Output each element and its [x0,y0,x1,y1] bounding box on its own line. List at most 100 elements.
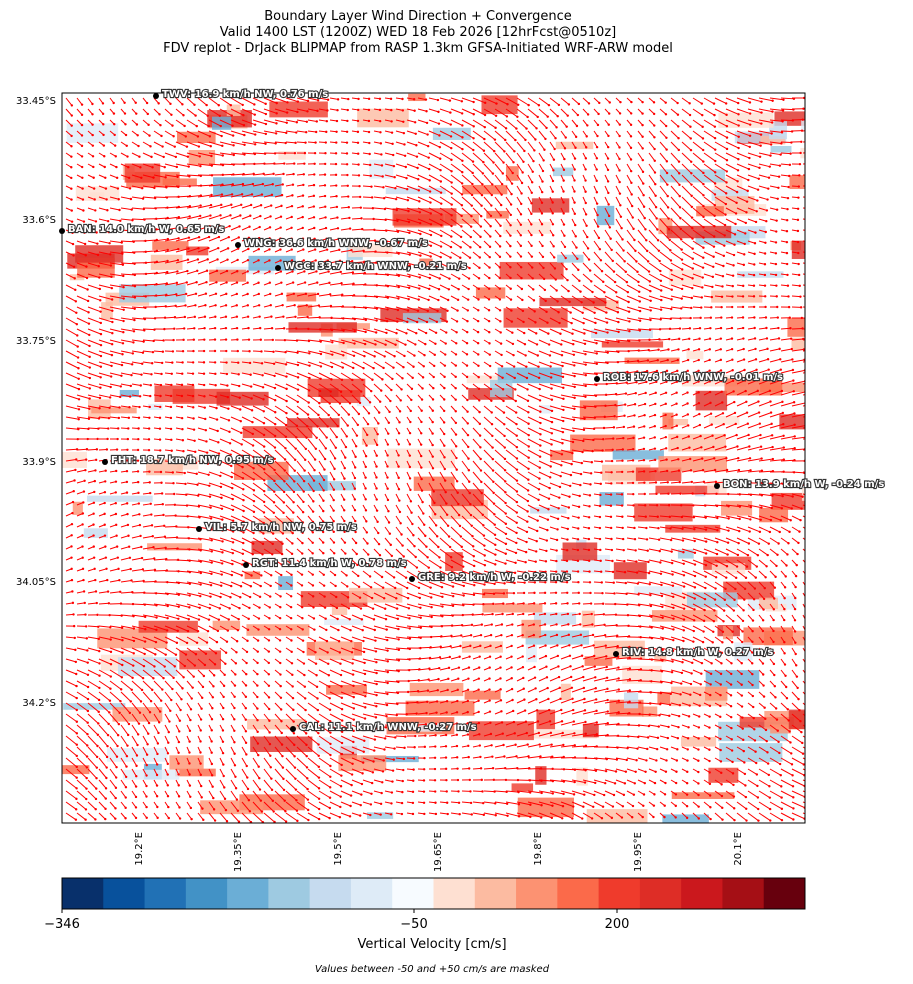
wind-arrow [87,306,101,313]
wind-arrow [285,97,299,103]
arrow-head [629,123,633,127]
arrow-head [809,263,811,265]
arrow-head [677,125,680,128]
wind-arrow [472,119,486,128]
wind-arrow [670,207,681,219]
arrow-head [630,193,633,196]
wind-arrow [65,240,74,245]
arrow-head [583,406,587,409]
map-field [62,93,817,823]
wind-arrow [120,218,133,221]
arrow-head [357,412,361,416]
wind-arrow [208,108,221,117]
arrow-head [499,342,503,345]
arrow-head [88,333,91,337]
arrow-head [186,258,190,261]
arrow-head [106,209,109,212]
arrow-head [775,284,778,287]
arrow-head [796,218,800,222]
arrow-head [509,266,512,269]
arrow-head [102,133,105,137]
arrow-head [262,421,266,425]
arrow-head [236,270,239,273]
shade-cell [662,814,709,823]
arrow-head [280,292,284,296]
arrow-head [325,248,329,251]
arrow-head [241,182,245,186]
arrow-head [193,315,197,319]
wind-arrow [439,163,452,172]
wind-arrow [274,119,287,124]
wind-arrow [142,328,155,331]
arrow-head [542,159,545,162]
wind-arrow [516,119,527,129]
arrow-head [324,216,327,219]
wind-arrow [802,218,805,220]
arrow-head [736,101,740,105]
arrow-head [122,297,125,300]
wind-arrow [329,294,343,297]
arrow-head [272,172,275,176]
arrow-head [429,255,432,258]
arrow-head [748,112,752,115]
shade-cell [666,225,732,239]
arrow-head [815,414,817,416]
arrow-head [450,224,453,228]
wind-arrow [120,262,135,265]
wind-arrow [791,273,800,276]
arrow-head [364,476,367,479]
shade-cell [789,175,805,190]
wind-arrow [417,240,432,247]
arrow-head [602,426,606,430]
shade-cell [531,729,597,739]
wind-arrow [230,215,241,220]
wind-arrow [428,174,442,182]
wind-arrow [296,130,307,133]
wind-arrow [736,174,749,181]
arrow-head [225,269,229,273]
wind-arrow [516,108,528,118]
arrow-head [571,451,574,455]
arrow-head [419,443,423,446]
arrow-head [724,202,728,206]
arrow-head [103,155,106,158]
arrow-head [479,469,483,472]
arrow-head [283,480,286,483]
arrow-head [775,219,778,222]
arrow-head [75,458,78,461]
wind-arrow [615,273,628,283]
arrow-head [315,436,318,439]
arrow-head [713,136,717,140]
arrow-head [173,327,176,330]
arrow-head [599,259,603,262]
wind-arrow [76,229,85,234]
arrow-head [460,112,464,115]
arrow-head [608,101,611,104]
arrow-head [148,416,151,419]
arrow-head [281,303,284,307]
arrow-head [652,112,656,116]
arrow-head [741,305,745,309]
wind-arrow [604,207,610,217]
arrow-head [372,217,375,221]
arrow-head [271,338,275,342]
arrow-head [758,422,762,425]
arrow-head [631,459,635,462]
arrow-head [237,361,240,364]
arrow-head [808,218,810,220]
wind-arrow [626,240,636,252]
arrow-head [626,290,630,294]
wind-arrow [406,97,415,100]
arrow-head [701,276,704,279]
arrow-head [70,198,73,201]
wind-arrow [285,108,298,113]
wind-arrow [252,194,263,198]
arrow-head [607,123,610,126]
arrow-head [541,169,545,173]
arrow-head [285,375,288,378]
wind-arrow [769,152,781,156]
arrow-head [519,234,523,237]
wind-arrow [384,262,399,266]
arrow-head [621,238,624,241]
arrow-head [498,309,502,312]
